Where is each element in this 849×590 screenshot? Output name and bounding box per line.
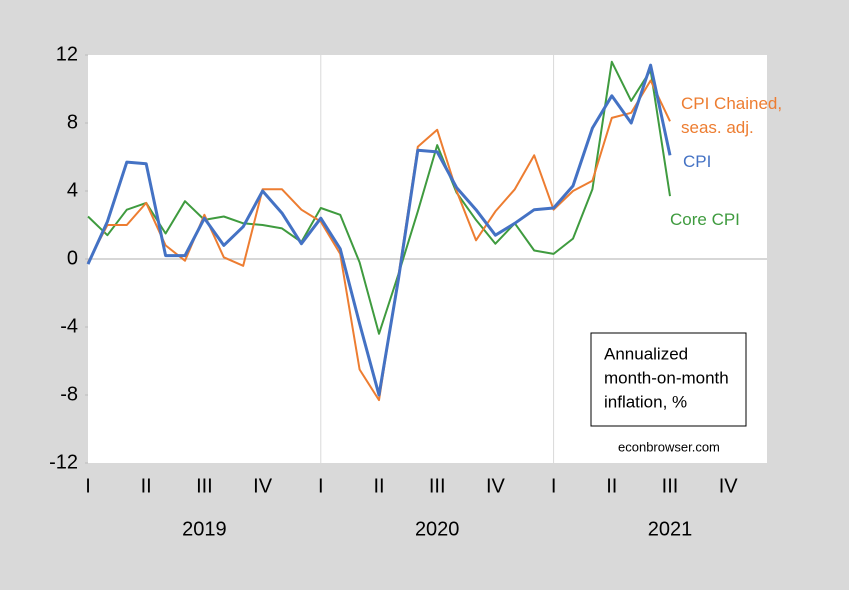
y-tick-label: 4 <box>67 179 78 201</box>
series-label: CPI <box>683 152 712 171</box>
series-line <box>87 79 671 402</box>
year-label: 2019 <box>182 518 227 540</box>
series-line <box>87 60 671 335</box>
y-tick-label: 8 <box>67 111 78 133</box>
x-tick-label: I <box>85 475 91 497</box>
note-text: month-on-month <box>604 368 729 387</box>
x-tick-label: IV <box>486 475 506 497</box>
y-tick-label: -4 <box>60 315 78 337</box>
y-tick-label: 0 <box>67 247 78 269</box>
x-tick-label: III <box>662 475 679 497</box>
note-text: inflation, % <box>604 392 687 411</box>
x-tick-label: III <box>196 475 213 497</box>
y-tick-label: 12 <box>56 43 78 65</box>
x-tick-label: II <box>606 475 617 497</box>
x-tick-label: I <box>551 475 557 497</box>
series-line <box>86 63 672 397</box>
y-tick-label: -12 <box>49 451 78 473</box>
note-box <box>590 332 747 427</box>
source-text: econbrowser.com <box>618 439 720 454</box>
x-tick-label: IV <box>719 475 739 497</box>
series-label: Core CPI <box>670 210 740 229</box>
y-tick-label: -8 <box>60 383 78 405</box>
x-tick-label: I <box>318 475 324 497</box>
x-tick-label: IV <box>253 475 273 497</box>
x-tick-label: II <box>141 475 152 497</box>
year-label: 2020 <box>415 518 460 540</box>
x-tick-label: II <box>373 475 384 497</box>
note-text: Annualized <box>604 344 688 363</box>
series-label: CPI Chained, seas. adj. <box>681 94 783 137</box>
year-label: 2021 <box>648 518 693 540</box>
x-tick-label: III <box>429 475 446 497</box>
